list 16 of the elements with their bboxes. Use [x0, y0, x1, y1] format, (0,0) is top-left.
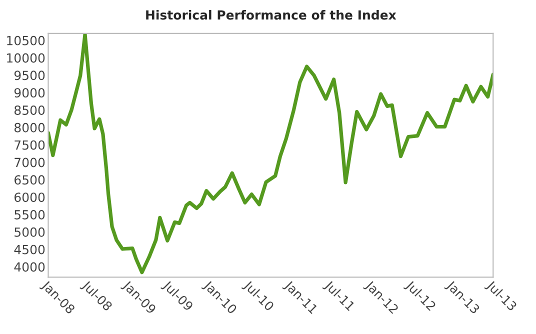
y-tick-label: 9000 — [14, 88, 45, 98]
y-tick-label: 9500 — [14, 70, 45, 80]
y-tick-label: 8500 — [14, 106, 45, 115]
chart-title: Historical Performance of the Index — [146, 10, 396, 20]
y-tick-label: 4000 — [14, 262, 45, 272]
y-tick-label: 7000 — [14, 158, 45, 168]
y-tick-label: 5000 — [14, 227, 45, 237]
y-tick-label: 10000 — [7, 53, 45, 63]
y-tick-label: 4500 — [14, 244, 45, 254]
line-series — [48, 33, 494, 274]
y-tick-label: 5500 — [14, 210, 45, 220]
y-tick-label: 10500 — [7, 36, 45, 46]
y-tick-label: 6500 — [14, 175, 45, 185]
y-tick-label: 8000 — [14, 122, 45, 132]
y-tick-label: 6000 — [14, 192, 45, 202]
y-tick-label: 7500 — [14, 140, 45, 150]
